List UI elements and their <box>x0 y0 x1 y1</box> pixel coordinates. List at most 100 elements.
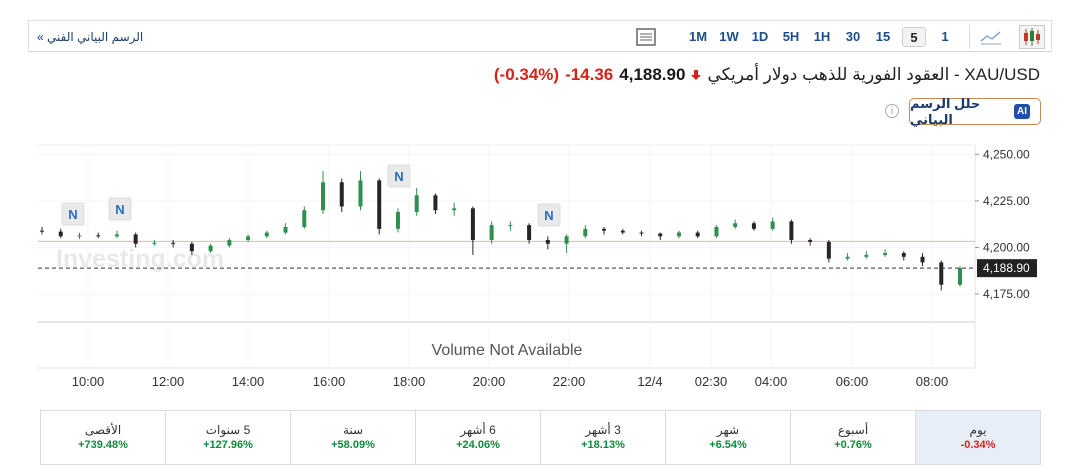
last-price-label: 4,188.90 <box>983 261 1030 275</box>
table-icon[interactable] <box>635 26 657 48</box>
analyze-chart-label: حلل الرسم البياني <box>910 95 981 127</box>
x-tick-label: 06:00 <box>836 374 869 389</box>
news-marker-label: N <box>68 207 77 222</box>
candle-body <box>208 245 213 252</box>
candle-body <box>864 254 869 257</box>
candle-body <box>826 241 831 259</box>
toolbar: الرسم البياني الفني » 1M 1W 1D 5H 1H 30 15 5 1 <box>28 20 1052 52</box>
candle-body <box>40 230 44 232</box>
candle-body <box>358 180 363 207</box>
candle-chart-icon[interactable] <box>1019 25 1045 49</box>
period-label: أسبوع <box>837 423 869 437</box>
candle-body <box>658 233 663 237</box>
period-label: يوم <box>969 423 987 437</box>
candle-body <box>958 268 962 285</box>
candle-body <box>96 235 101 237</box>
period-change: +6.54% <box>709 439 747 451</box>
candle-body <box>452 208 457 211</box>
interval-button[interactable]: 5 <box>902 27 926 47</box>
candle-body <box>377 180 382 229</box>
news-marker[interactable]: N <box>537 203 561 227</box>
ai-badge: AI <box>1014 104 1030 119</box>
x-tick-label: 12:00 <box>152 374 185 389</box>
interval-button[interactable]: 5H <box>782 29 800 44</box>
y-tick-label: 4,200.00 <box>983 240 1030 254</box>
candle-body <box>133 234 138 244</box>
x-tick-label: 12/4 <box>637 374 662 389</box>
x-tick-label: 10:00 <box>72 374 105 389</box>
x-tick-label: 08:00 <box>916 374 949 389</box>
period-change: +24.06% <box>456 439 500 451</box>
candle-body <box>883 253 888 255</box>
candle-body <box>77 235 82 237</box>
candle-body <box>246 236 251 241</box>
candle-body <box>845 256 850 259</box>
x-tick-label: 04:00 <box>755 374 788 389</box>
candle-body <box>527 225 532 241</box>
candle-body <box>171 242 176 244</box>
info-icon[interactable]: i <box>885 104 899 118</box>
interval-button[interactable]: 1H <box>813 29 831 44</box>
performance-cell[interactable]: 3 أشهر +18.13% <box>540 411 665 464</box>
candle-body <box>695 232 700 237</box>
interval-button[interactable]: 1M <box>688 29 708 44</box>
candle-body <box>58 231 63 237</box>
candle-body <box>395 212 400 229</box>
candle-body <box>508 225 513 227</box>
candle-body <box>602 228 607 231</box>
y-tick-label: 4,250.00 <box>983 147 1030 161</box>
candle-body <box>152 242 157 244</box>
performance-table: الأقصى +739.48% 5 سنوات +127.96% سنة +58.09% 6… <box>40 410 1041 465</box>
candle-body <box>583 228 588 237</box>
candle-body <box>789 221 794 241</box>
candle-body <box>770 221 775 229</box>
candle-body <box>714 226 719 237</box>
interval-button[interactable]: 1D <box>751 29 769 44</box>
performance-cell[interactable]: يوم -0.34% <box>915 411 1040 464</box>
period-label: 6 أشهر <box>460 423 496 437</box>
interval-button[interactable]: 30 <box>845 29 861 44</box>
candle-body <box>264 232 269 237</box>
performance-cell[interactable]: شهر +6.54% <box>665 411 790 464</box>
line-chart-icon[interactable] <box>979 27 1003 47</box>
candle-body <box>564 236 569 244</box>
interval-button[interactable]: 15 <box>875 29 891 44</box>
technical-chart-link[interactable]: الرسم البياني الفني » <box>37 30 144 44</box>
news-marker-box <box>537 203 561 227</box>
instrument-title: XAU/USD - العقود الفورية للذهب دولار أمر… <box>707 65 1040 84</box>
interval-button[interactable]: 1 <box>941 29 949 44</box>
candle-body <box>321 182 326 211</box>
analyze-chart-button[interactable]: حلل الرسم البياني AI <box>909 95 1041 127</box>
candle-body <box>751 223 756 229</box>
performance-cell[interactable]: سنة +58.09% <box>290 411 415 464</box>
candle-body <box>639 232 644 234</box>
performance-cell[interactable]: 6 أشهر +24.06% <box>415 411 540 464</box>
period-change: +739.48% <box>78 439 128 451</box>
x-tick-label: 02:30 <box>695 374 728 389</box>
candle-body <box>227 240 232 246</box>
change-percent: (-0.34%) <box>493 65 560 84</box>
news-marker[interactable]: N <box>61 202 85 226</box>
x-tick-label: 16:00 <box>313 374 346 389</box>
candle-body <box>939 262 944 285</box>
x-tick-label: 18:00 <box>393 374 426 389</box>
performance-cell[interactable]: أسبوع +0.76% <box>790 411 915 464</box>
performance-cell[interactable]: الأقصى +739.48% <box>41 411 165 464</box>
candle-body <box>676 232 681 237</box>
performance-cell[interactable]: 5 سنوات +127.96% <box>165 411 290 464</box>
news-marker[interactable]: N <box>108 197 132 221</box>
last-price-box <box>977 259 1037 278</box>
price-chart: Investing.com 10:00 12:00 14:00 16:00 18:00 20… <box>38 144 1037 389</box>
news-marker[interactable]: N <box>387 164 411 188</box>
candle-body <box>283 226 288 233</box>
period-label: 5 سنوات <box>205 423 251 437</box>
candle-body <box>189 243 194 252</box>
divider <box>969 25 970 49</box>
candle-body <box>620 230 625 233</box>
down-arrow <box>691 70 702 80</box>
candle-body <box>489 225 494 241</box>
volume-note: Volume Not Available <box>432 342 583 359</box>
interval-button[interactable]: 1W <box>719 29 739 44</box>
news-marker-box <box>387 164 411 188</box>
